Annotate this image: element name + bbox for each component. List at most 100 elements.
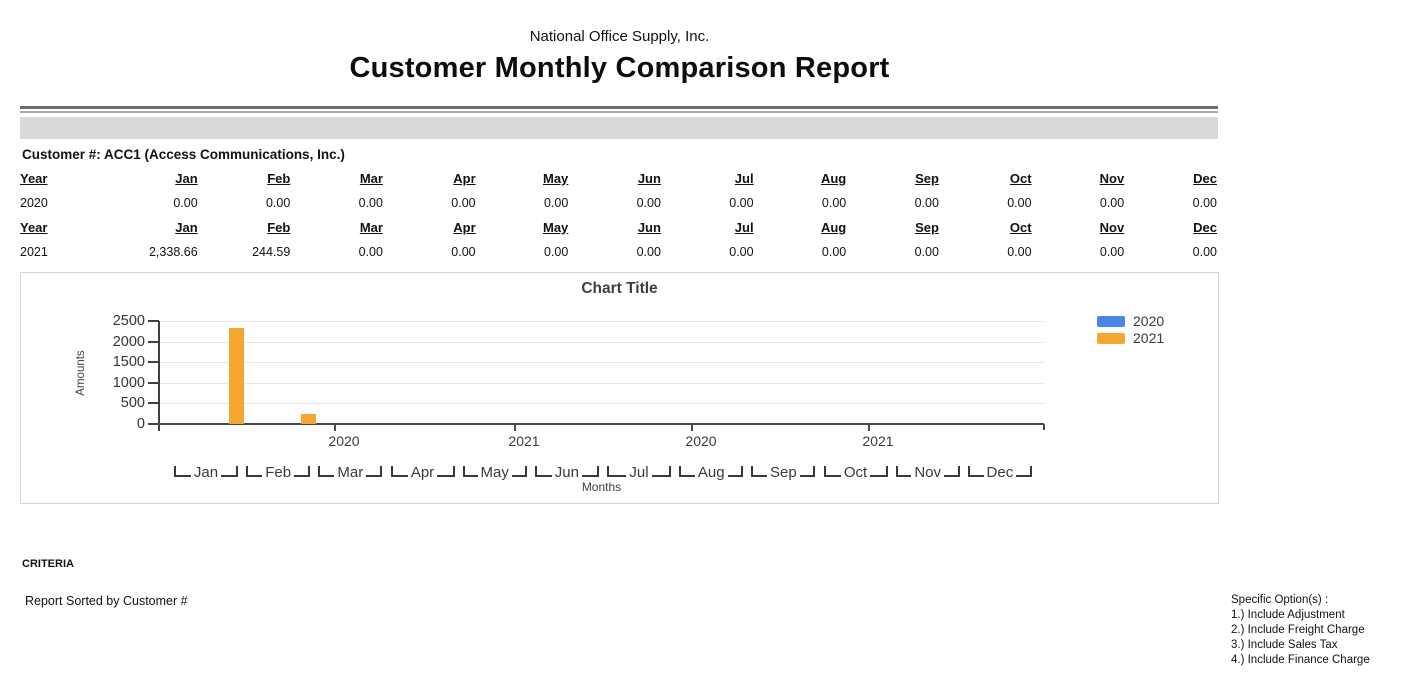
month-label: Feb	[265, 464, 292, 481]
value-cell: 0.00	[1007, 195, 1032, 210]
value-cell: 0.00	[1192, 244, 1217, 259]
month-bracket-right	[1016, 466, 1032, 477]
value-cell: 0.00	[1099, 195, 1125, 210]
value-cell: 0.00	[1192, 195, 1217, 210]
month-bracket-left	[462, 466, 478, 477]
column-header: Aug	[820, 219, 847, 235]
column-header: Jan	[175, 219, 198, 235]
x-axis-month-group: Mar	[314, 455, 386, 481]
value-cell: 0.00	[914, 195, 939, 210]
customer-heading: Customer #: ACC1 (Access Communications,…	[22, 147, 345, 162]
x-axis-month-group: Jun	[531, 455, 603, 481]
x-axis-month-group: Oct	[820, 455, 892, 481]
month-label: Nov	[914, 464, 942, 481]
report-title: Customer Monthly Comparison Report	[349, 52, 890, 84]
column-header: Apr	[453, 219, 476, 235]
month-bracket-left	[534, 466, 552, 477]
x-axis-month-group: Apr	[387, 455, 459, 481]
month-label: Jul	[629, 464, 649, 481]
criteria-label: CRITERIA	[22, 558, 74, 570]
value-cell: 0.00	[821, 195, 847, 210]
y-tick-label: 1500	[112, 354, 145, 371]
y-tick-label: 2000	[112, 333, 145, 350]
month-bracket-left	[607, 466, 627, 477]
value-cell: 0.00	[543, 195, 569, 210]
column-header: Mar	[359, 170, 383, 186]
month-bracket-right	[944, 466, 960, 477]
table-row: 2021 2,338.66 244.59 0.00 0.00 0.00 0.00 0.00 0.…	[20, 240, 1217, 265]
x-axis-end-tick	[1043, 424, 1045, 430]
month-label: Sep	[770, 464, 797, 481]
month-bracket-right	[221, 466, 238, 477]
legend-swatch-2020	[1097, 315, 1125, 327]
x-axis-year-tick	[514, 425, 516, 431]
month-bracket-left	[751, 466, 768, 477]
x-axis-year-tick	[334, 425, 336, 431]
y-axis-tick	[148, 340, 159, 343]
month-bracket-right	[437, 466, 455, 477]
value-cell: 0.00	[358, 244, 383, 259]
y-axis-tick	[148, 381, 159, 384]
value-cell: 0.00	[821, 244, 847, 259]
column-header: Dec	[1193, 170, 1217, 186]
x-axis-month-group: Sep	[747, 455, 819, 481]
month-bracket-left	[390, 466, 408, 477]
x-axis-month-group: Dec	[964, 455, 1036, 481]
value-cell: 0.00	[451, 195, 476, 210]
month-label: Oct	[843, 464, 868, 481]
legend-item: 2021	[1097, 330, 1165, 346]
column-header: Year	[20, 170, 48, 186]
value-cell: 0.00	[636, 244, 661, 259]
column-header: Jun	[637, 219, 661, 235]
month-bracket-right	[799, 466, 816, 477]
column-header: Oct	[1009, 170, 1032, 186]
value-cell: 0.00	[173, 195, 198, 210]
y-tick-label: 1000	[112, 374, 145, 391]
column-header: Nov	[1099, 170, 1125, 186]
month-bracket-left	[895, 466, 912, 477]
month-bracket-right	[870, 466, 888, 477]
month-bracket-right	[727, 466, 744, 477]
chart-panel: Chart Title Amounts 0 500 1000 1500 2000 2500…	[20, 272, 1219, 504]
column-header: Sep	[915, 219, 939, 235]
column-header: Feb	[267, 219, 291, 235]
gridline	[159, 321, 1044, 322]
y-axis-tick	[148, 423, 159, 425]
gridline	[159, 341, 1044, 343]
x-axis-year-label: 2021	[862, 433, 894, 449]
month-label: Dec	[986, 464, 1014, 481]
y-tick-label: 2500	[112, 313, 145, 329]
legend-swatch-2021	[1097, 332, 1125, 344]
year-cell: 2021	[20, 244, 48, 259]
year-cell: 2020	[20, 195, 48, 210]
month-bracket-right	[651, 466, 672, 477]
legend-label: 2021	[1133, 330, 1165, 346]
table-header-row: Year Jan Feb Mar Apr May Jun Jul Aug Sep Oct Nov Dec	[20, 166, 1217, 191]
bar-2021-jan	[229, 327, 244, 424]
column-header: Jul	[734, 219, 754, 235]
specific-option-line: 4.) Include Finance Charge	[1231, 654, 1370, 666]
column-header: Sep	[915, 170, 939, 186]
value-cell: 0.00	[451, 244, 476, 259]
column-header: May	[542, 170, 569, 186]
month-label: May	[480, 464, 509, 481]
x-axis-month-group: Feb	[242, 455, 314, 481]
month-bracket-left	[318, 466, 335, 477]
table-row: 2020 0.00 0.00 0.00 0.00 0.00 0.00 0.00 0.00 0.00…	[20, 191, 1217, 216]
y-axis-tick	[148, 402, 159, 405]
value-cell: 0.00	[1099, 244, 1125, 259]
specific-options-list: 1.) Include Adjustment 2.) Include Freigh…	[1231, 608, 1410, 668]
value-cell: 0.00	[543, 244, 569, 259]
x-axis-title: Months	[581, 480, 622, 494]
x-axis-year-label: 2020	[685, 433, 717, 449]
column-header: Feb	[267, 170, 291, 186]
x-axis-year-label: 2020	[328, 433, 360, 449]
y-axis-title: Amounts	[75, 350, 87, 396]
column-header: Dec	[1193, 219, 1217, 235]
month-bracket-left	[174, 466, 191, 477]
gridline	[159, 382, 1044, 384]
gridline	[159, 362, 1044, 364]
specific-option-line: 2.) Include Freight Charge	[1231, 624, 1365, 636]
bar-2021-feb	[301, 413, 317, 424]
